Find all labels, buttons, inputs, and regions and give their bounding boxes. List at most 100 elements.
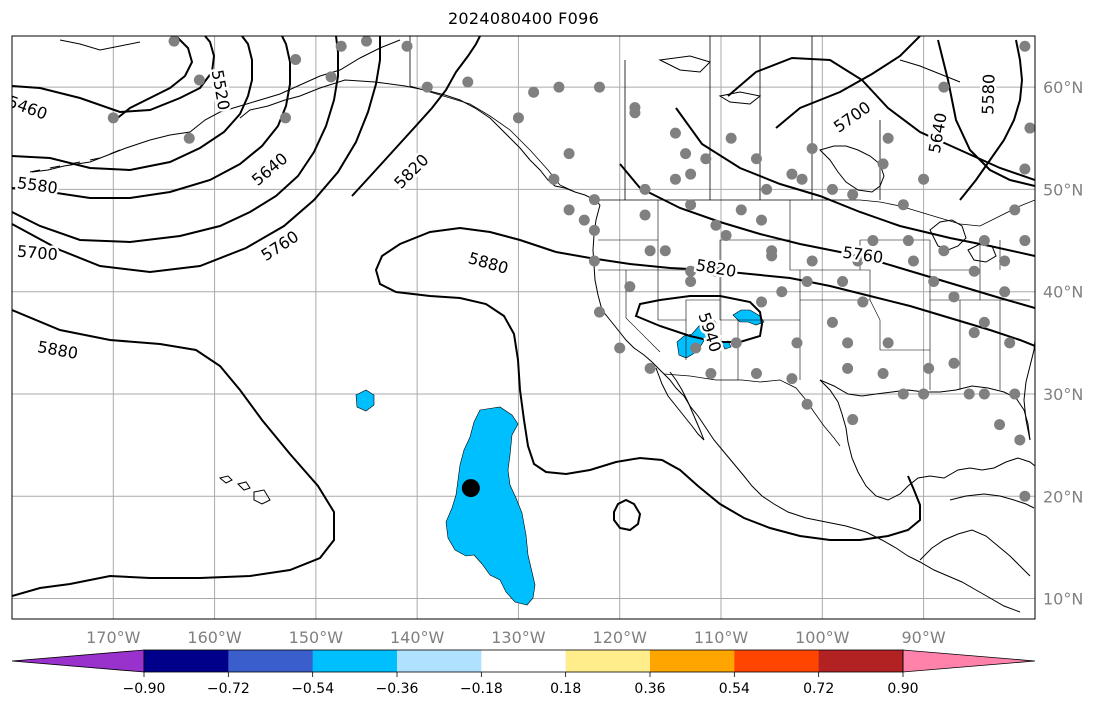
station-dot xyxy=(801,398,813,410)
station-dot xyxy=(401,40,413,52)
colorbar-segment xyxy=(144,650,229,672)
lon-tick-label: 120°W xyxy=(593,628,648,647)
border-us-mexico xyxy=(663,373,841,447)
station-dot xyxy=(1019,163,1031,175)
coastline-north xyxy=(59,39,961,105)
coastline-gulf-mexico xyxy=(819,379,1035,501)
station-dot xyxy=(193,74,205,86)
station-dot xyxy=(842,362,854,374)
station-dot xyxy=(750,153,762,165)
station-dot xyxy=(639,183,651,195)
contour-5640 xyxy=(12,36,291,199)
coastline-east-us xyxy=(1023,339,1035,441)
station-dot xyxy=(806,143,818,155)
station-dot xyxy=(361,36,373,47)
station-dot xyxy=(897,388,909,400)
station-dot xyxy=(548,173,560,185)
colorbar-tick-label: −0.18 xyxy=(460,681,503,697)
coastline-hawaii xyxy=(218,475,271,505)
coastline-central-america xyxy=(919,529,1031,577)
station-dot xyxy=(279,112,291,124)
station-dot xyxy=(629,107,641,119)
station-dot xyxy=(107,112,119,124)
station-dot xyxy=(791,337,803,349)
station-dot xyxy=(183,132,195,144)
station-dot xyxy=(766,245,778,257)
colorbar-tick-label: 0.72 xyxy=(803,681,834,697)
station-dot xyxy=(786,373,798,385)
station-dot xyxy=(796,173,808,185)
coastline-alaska-peninsula xyxy=(31,39,401,173)
contour-5460 xyxy=(114,36,194,121)
station-dot xyxy=(978,316,990,328)
station-dot xyxy=(710,265,722,277)
station-dot xyxy=(786,168,798,180)
station-dot xyxy=(928,275,940,287)
station-dot xyxy=(563,148,575,160)
station-dot xyxy=(644,245,656,257)
colorbar-frame xyxy=(143,649,904,673)
coastline-aleutians xyxy=(29,149,121,173)
shaded-region-pacific-small xyxy=(355,389,375,412)
contour-label: 5580 xyxy=(978,74,998,115)
border-us-canada xyxy=(596,199,1035,227)
station-dot xyxy=(842,337,854,349)
colorbar-extend-min xyxy=(11,649,145,673)
station-dot xyxy=(907,255,919,267)
station-dot xyxy=(614,342,626,354)
plot-title: 2024080400 F096 xyxy=(447,9,600,28)
station-dot xyxy=(756,214,768,226)
station-dot xyxy=(1009,388,1021,400)
station-dot xyxy=(938,81,950,93)
lat-tick-label: 10°N xyxy=(1043,590,1083,609)
lon-tick-label: 100°W xyxy=(795,628,850,647)
coastline-hudson-bay xyxy=(819,145,885,193)
lon-tick-label: 130°W xyxy=(491,628,546,647)
coastline-baja xyxy=(655,367,705,441)
lon-tick-label: 140°W xyxy=(390,628,445,647)
coastline-gulf-north xyxy=(819,379,1031,441)
station-dot xyxy=(918,388,930,400)
station-dot xyxy=(669,173,681,185)
station-dot xyxy=(1019,40,1031,52)
station-dot xyxy=(847,189,859,201)
station-dot xyxy=(756,296,768,308)
contour-5940 xyxy=(634,295,764,343)
state-lines xyxy=(598,200,1030,390)
station-dot xyxy=(720,229,732,241)
station-dot xyxy=(669,127,681,139)
lon-tick-label: 110°W xyxy=(694,628,749,647)
contour-label: 5700 xyxy=(16,242,58,264)
station-dot xyxy=(563,204,575,216)
station-dot xyxy=(999,255,1011,267)
station-dot xyxy=(1019,490,1031,502)
station-dot xyxy=(639,209,651,221)
colorbar-tick-label: 0.90 xyxy=(887,681,918,697)
station-dot xyxy=(999,286,1011,298)
station-dot xyxy=(750,368,762,380)
station-dot xyxy=(512,112,524,124)
lat-tick-label: 20°N xyxy=(1043,487,1083,506)
colorbar-tick-label: 0.54 xyxy=(719,681,750,697)
lat-tick-label: 50°N xyxy=(1043,180,1083,199)
coastline-cuba xyxy=(949,493,1035,509)
station-dot xyxy=(335,40,347,52)
station-dot xyxy=(685,199,697,211)
latitude-labels: 10°N 20°N 30°N 40°N 50°N 60°N xyxy=(1043,78,1083,608)
station-dot xyxy=(593,306,605,318)
station-dot xyxy=(923,362,935,374)
station-dot xyxy=(705,318,717,330)
station-dot xyxy=(761,183,773,195)
station-dot xyxy=(806,255,818,267)
height-contours xyxy=(12,36,1035,597)
lat-tick-label: 60°N xyxy=(1043,78,1083,97)
longitude-labels: 170°W 160°W 150°W 140°W 130°W 120°W 110°W 100°W… xyxy=(86,628,946,647)
contour-5520 xyxy=(12,36,216,114)
colorbar-segment xyxy=(734,650,820,672)
station-dot xyxy=(1014,434,1026,446)
contour-5580 xyxy=(12,36,253,172)
station-dot xyxy=(948,291,960,303)
shaded-region-new-mexico xyxy=(732,309,765,326)
colorbar-tick-label: −0.90 xyxy=(123,681,166,697)
station-dot xyxy=(877,158,889,170)
